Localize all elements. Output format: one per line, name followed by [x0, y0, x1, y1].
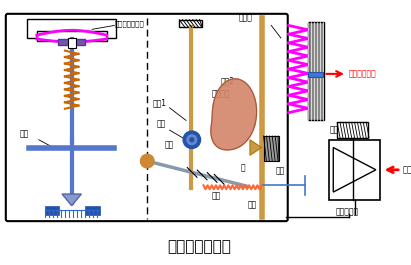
Text: 平板: 平板 — [19, 129, 29, 138]
Circle shape — [187, 135, 197, 145]
Text: 轴: 轴 — [240, 164, 245, 173]
Text: 滚轮: 滚轮 — [157, 119, 166, 128]
Polygon shape — [62, 194, 81, 206]
Text: 噴嘴: 噴嘴 — [275, 167, 284, 176]
FancyBboxPatch shape — [6, 14, 288, 221]
Text: 拨杆: 拨杆 — [165, 140, 174, 149]
Text: 恒节流孔: 恒节流孔 — [329, 125, 348, 134]
Bar — [337, 122, 368, 138]
Text: 气动薄膚调节阀: 气动薄膚调节阀 — [114, 20, 144, 27]
Text: 偏心凸轮: 偏心凸轮 — [211, 89, 230, 98]
Polygon shape — [333, 148, 376, 192]
Bar — [27, 19, 116, 38]
Polygon shape — [211, 79, 256, 150]
Bar — [308, 21, 323, 120]
Text: 弹簧: 弹簧 — [211, 191, 220, 200]
Text: 气动阀门定位器: 气动阀门定位器 — [168, 239, 231, 254]
Bar — [85, 206, 100, 215]
Bar — [263, 136, 279, 161]
Text: 压力信号输入: 压力信号输入 — [349, 69, 376, 78]
Bar — [58, 39, 85, 45]
Text: 气动放大器: 气动放大器 — [335, 207, 358, 216]
Circle shape — [190, 138, 194, 142]
Text: 气源: 气源 — [403, 165, 411, 174]
Text: 杠杆2: 杠杆2 — [221, 77, 235, 86]
Bar — [329, 140, 380, 200]
Polygon shape — [250, 140, 261, 155]
Circle shape — [141, 154, 154, 168]
Bar — [179, 20, 203, 27]
Bar — [44, 206, 59, 215]
Bar — [308, 72, 323, 77]
Circle shape — [183, 131, 201, 148]
Bar — [68, 38, 76, 48]
Text: 波纹管: 波纹管 — [238, 14, 252, 23]
Bar — [37, 31, 106, 41]
Text: 挡板: 挡板 — [248, 201, 257, 210]
Text: 杠杆1: 杠杆1 — [153, 98, 167, 107]
